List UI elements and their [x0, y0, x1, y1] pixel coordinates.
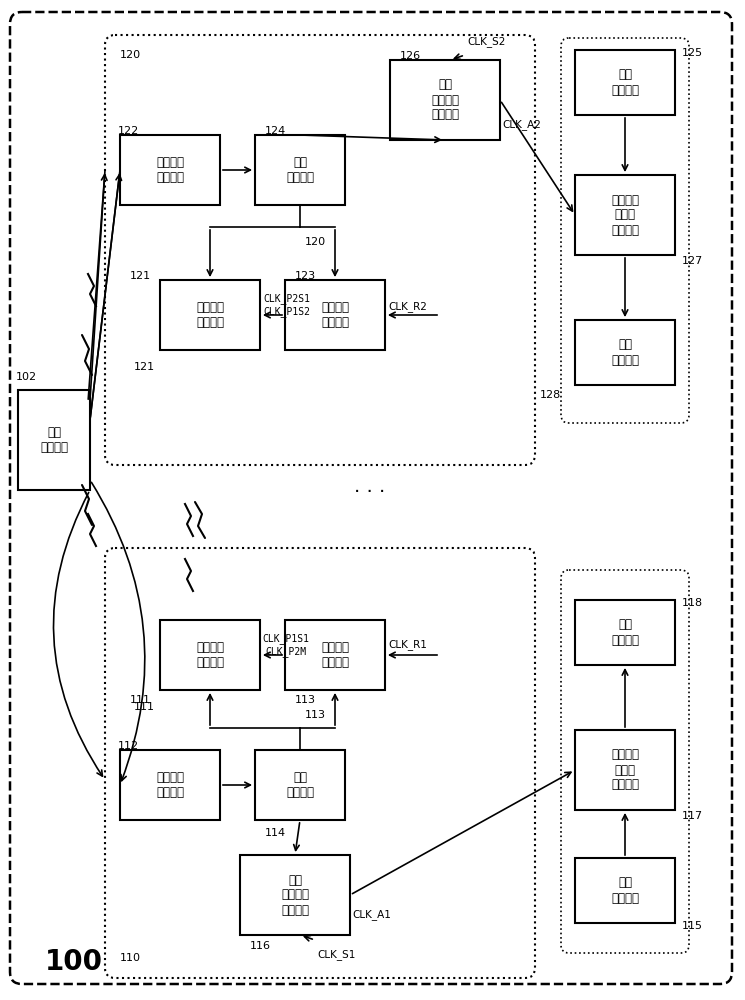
Bar	[160, 620, 260, 690]
Text: CLK_P2S1
CLK_P1S2: CLK_P2S1 CLK_P1S2	[263, 293, 310, 317]
Text: 第一时钟
调整电路: 第一时钟 调整电路	[321, 641, 349, 669]
Text: CLK_A2: CLK_A2	[502, 120, 541, 130]
Bar	[390, 60, 500, 140]
Text: 114: 114	[265, 828, 286, 838]
Text: 第二
播放电路: 第二 播放电路	[611, 338, 639, 366]
Text: 第二时钟
调整电路: 第二时钟 调整电路	[321, 301, 349, 329]
Bar	[575, 50, 675, 115]
Bar	[575, 600, 675, 665]
Text: 第二
取样时钟
调整电路: 第二 取样时钟 调整电路	[431, 79, 459, 121]
Text: 第二蓝牙
通信电路: 第二蓝牙 通信电路	[196, 301, 224, 329]
Bar	[285, 620, 385, 690]
Bar	[575, 730, 675, 810]
Text: 第一异步
取样率
转换电路: 第一异步 取样率 转换电路	[611, 748, 639, 792]
Text: 100: 100	[45, 948, 103, 976]
Text: CLK_R2: CLK_R2	[388, 302, 427, 312]
Text: 113: 113	[295, 695, 316, 705]
Text: 115: 115	[682, 921, 703, 931]
Text: 112: 112	[118, 741, 139, 751]
Text: 第二
控制电路: 第二 控制电路	[286, 156, 314, 184]
Bar	[255, 135, 345, 205]
Text: 111: 111	[130, 695, 151, 705]
Text: 第一
取样时钟
调整电路: 第一 取样时钟 调整电路	[281, 874, 309, 916]
Text: 第二异步
取样率
转换电路: 第二异步 取样率 转换电路	[611, 194, 639, 236]
Text: 121: 121	[134, 362, 155, 372]
Text: 第二
缓冲电路: 第二 缓冲电路	[611, 68, 639, 97]
Text: CLK_R1: CLK_R1	[388, 640, 427, 650]
Text: CLK_S2: CLK_S2	[467, 37, 505, 47]
Text: 113: 113	[305, 710, 326, 720]
Text: 117: 117	[682, 811, 703, 821]
Text: 120: 120	[120, 50, 141, 60]
Bar	[160, 280, 260, 350]
Bar	[255, 750, 345, 820]
Bar	[240, 855, 350, 935]
Text: 120: 120	[305, 237, 326, 247]
Bar	[575, 320, 675, 385]
Text: 来源
蓝牙装置: 来源 蓝牙装置	[40, 426, 68, 454]
Bar	[120, 750, 220, 820]
Text: 第二封包
解析电路: 第二封包 解析电路	[156, 156, 184, 184]
Text: 127: 127	[682, 256, 703, 266]
Text: 126: 126	[400, 51, 421, 61]
Text: · · ·: · · ·	[355, 484, 386, 502]
Text: 102: 102	[16, 372, 37, 382]
Text: 116: 116	[250, 941, 271, 951]
Text: CLK_P1S1
CLK_P2M: CLK_P1S1 CLK_P2M	[262, 633, 309, 657]
Bar	[575, 858, 675, 923]
Text: 110: 110	[120, 953, 141, 963]
Text: 124: 124	[265, 126, 286, 136]
Text: 第一封包
解析电路: 第一封包 解析电路	[156, 771, 184, 799]
Bar	[18, 390, 90, 490]
Text: 128: 128	[540, 390, 561, 400]
Text: 第一
缓冲电路: 第一 缓冲电路	[611, 876, 639, 904]
Text: CLK_A1: CLK_A1	[352, 910, 391, 920]
Text: CLK_S1: CLK_S1	[317, 950, 355, 960]
Text: 第一
播放电路: 第一 播放电路	[611, 618, 639, 647]
Text: 125: 125	[682, 48, 703, 58]
Text: 第一蓝牙
通信电路: 第一蓝牙 通信电路	[196, 641, 224, 669]
Text: 第一
控制电路: 第一 控制电路	[286, 771, 314, 799]
Bar	[285, 280, 385, 350]
Text: 122: 122	[118, 126, 139, 136]
Bar	[575, 175, 675, 255]
Text: 123: 123	[295, 271, 316, 281]
Text: 118: 118	[682, 598, 703, 608]
Bar	[120, 135, 220, 205]
Text: 121: 121	[130, 271, 151, 281]
Text: 111: 111	[134, 702, 155, 712]
